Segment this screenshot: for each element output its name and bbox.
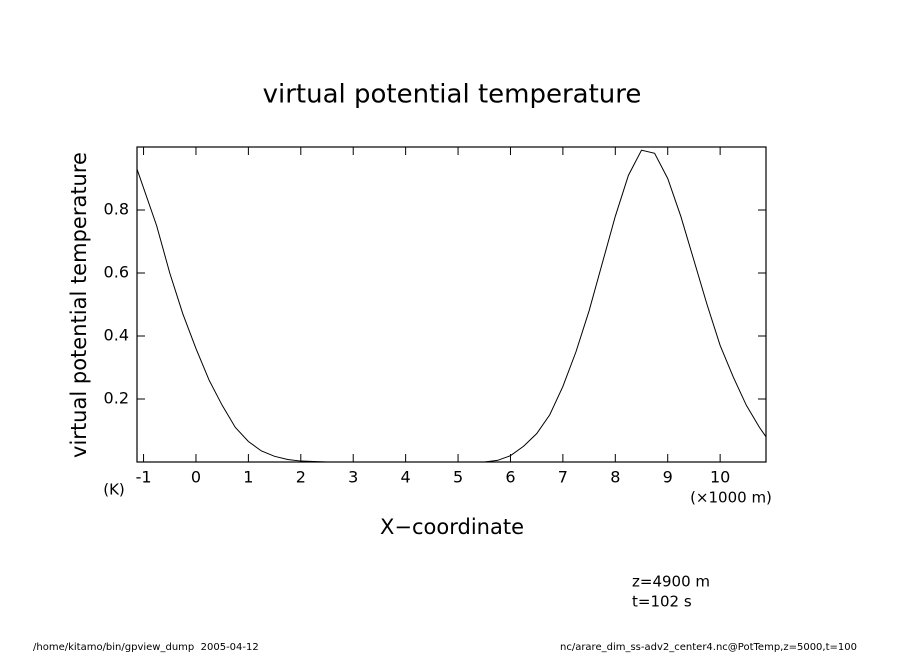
y-tick-label: 0.4 — [104, 326, 129, 345]
footer-left: /home/kitamo/bin/gpview_dump 2005-04-12 — [33, 642, 259, 653]
x-tick-label: 9 — [663, 468, 673, 487]
x-tick-label: -1 — [136, 468, 152, 487]
x-tick-label: 7 — [558, 468, 568, 487]
plot-frame — [136, 146, 767, 463]
x-tick-label: 0 — [191, 468, 201, 487]
y-unit: (K) — [103, 481, 125, 499]
x-tick-label: 4 — [401, 468, 411, 487]
x-tick-label: 3 — [348, 468, 358, 487]
chart-title: virtual potential temperature — [263, 80, 642, 110]
y-tick-label: 0.8 — [104, 200, 129, 219]
x-tick-label: 8 — [610, 468, 620, 487]
y-axis-label: virtual potential temperature — [67, 152, 91, 458]
data-line — [136, 149, 767, 463]
x-tick-label: 5 — [453, 468, 463, 487]
x-tick-label: 6 — [505, 468, 515, 487]
annotation: t=102 s — [632, 593, 692, 611]
x-unit: (×1000 m) — [690, 489, 772, 507]
x-tick-label: 2 — [296, 468, 306, 487]
y-tick-label: 0.2 — [104, 389, 129, 408]
x-tick-label: 10 — [710, 468, 730, 487]
footer-right: nc/arare_dim_ss-adv2_center4.nc@PotTemp,… — [560, 642, 857, 653]
x-tick-label: 1 — [243, 468, 253, 487]
y-tick-label: 0.6 — [104, 263, 129, 282]
annotation: z=4900 m — [632, 573, 710, 591]
x-axis-label: X−coordinate — [380, 515, 524, 539]
